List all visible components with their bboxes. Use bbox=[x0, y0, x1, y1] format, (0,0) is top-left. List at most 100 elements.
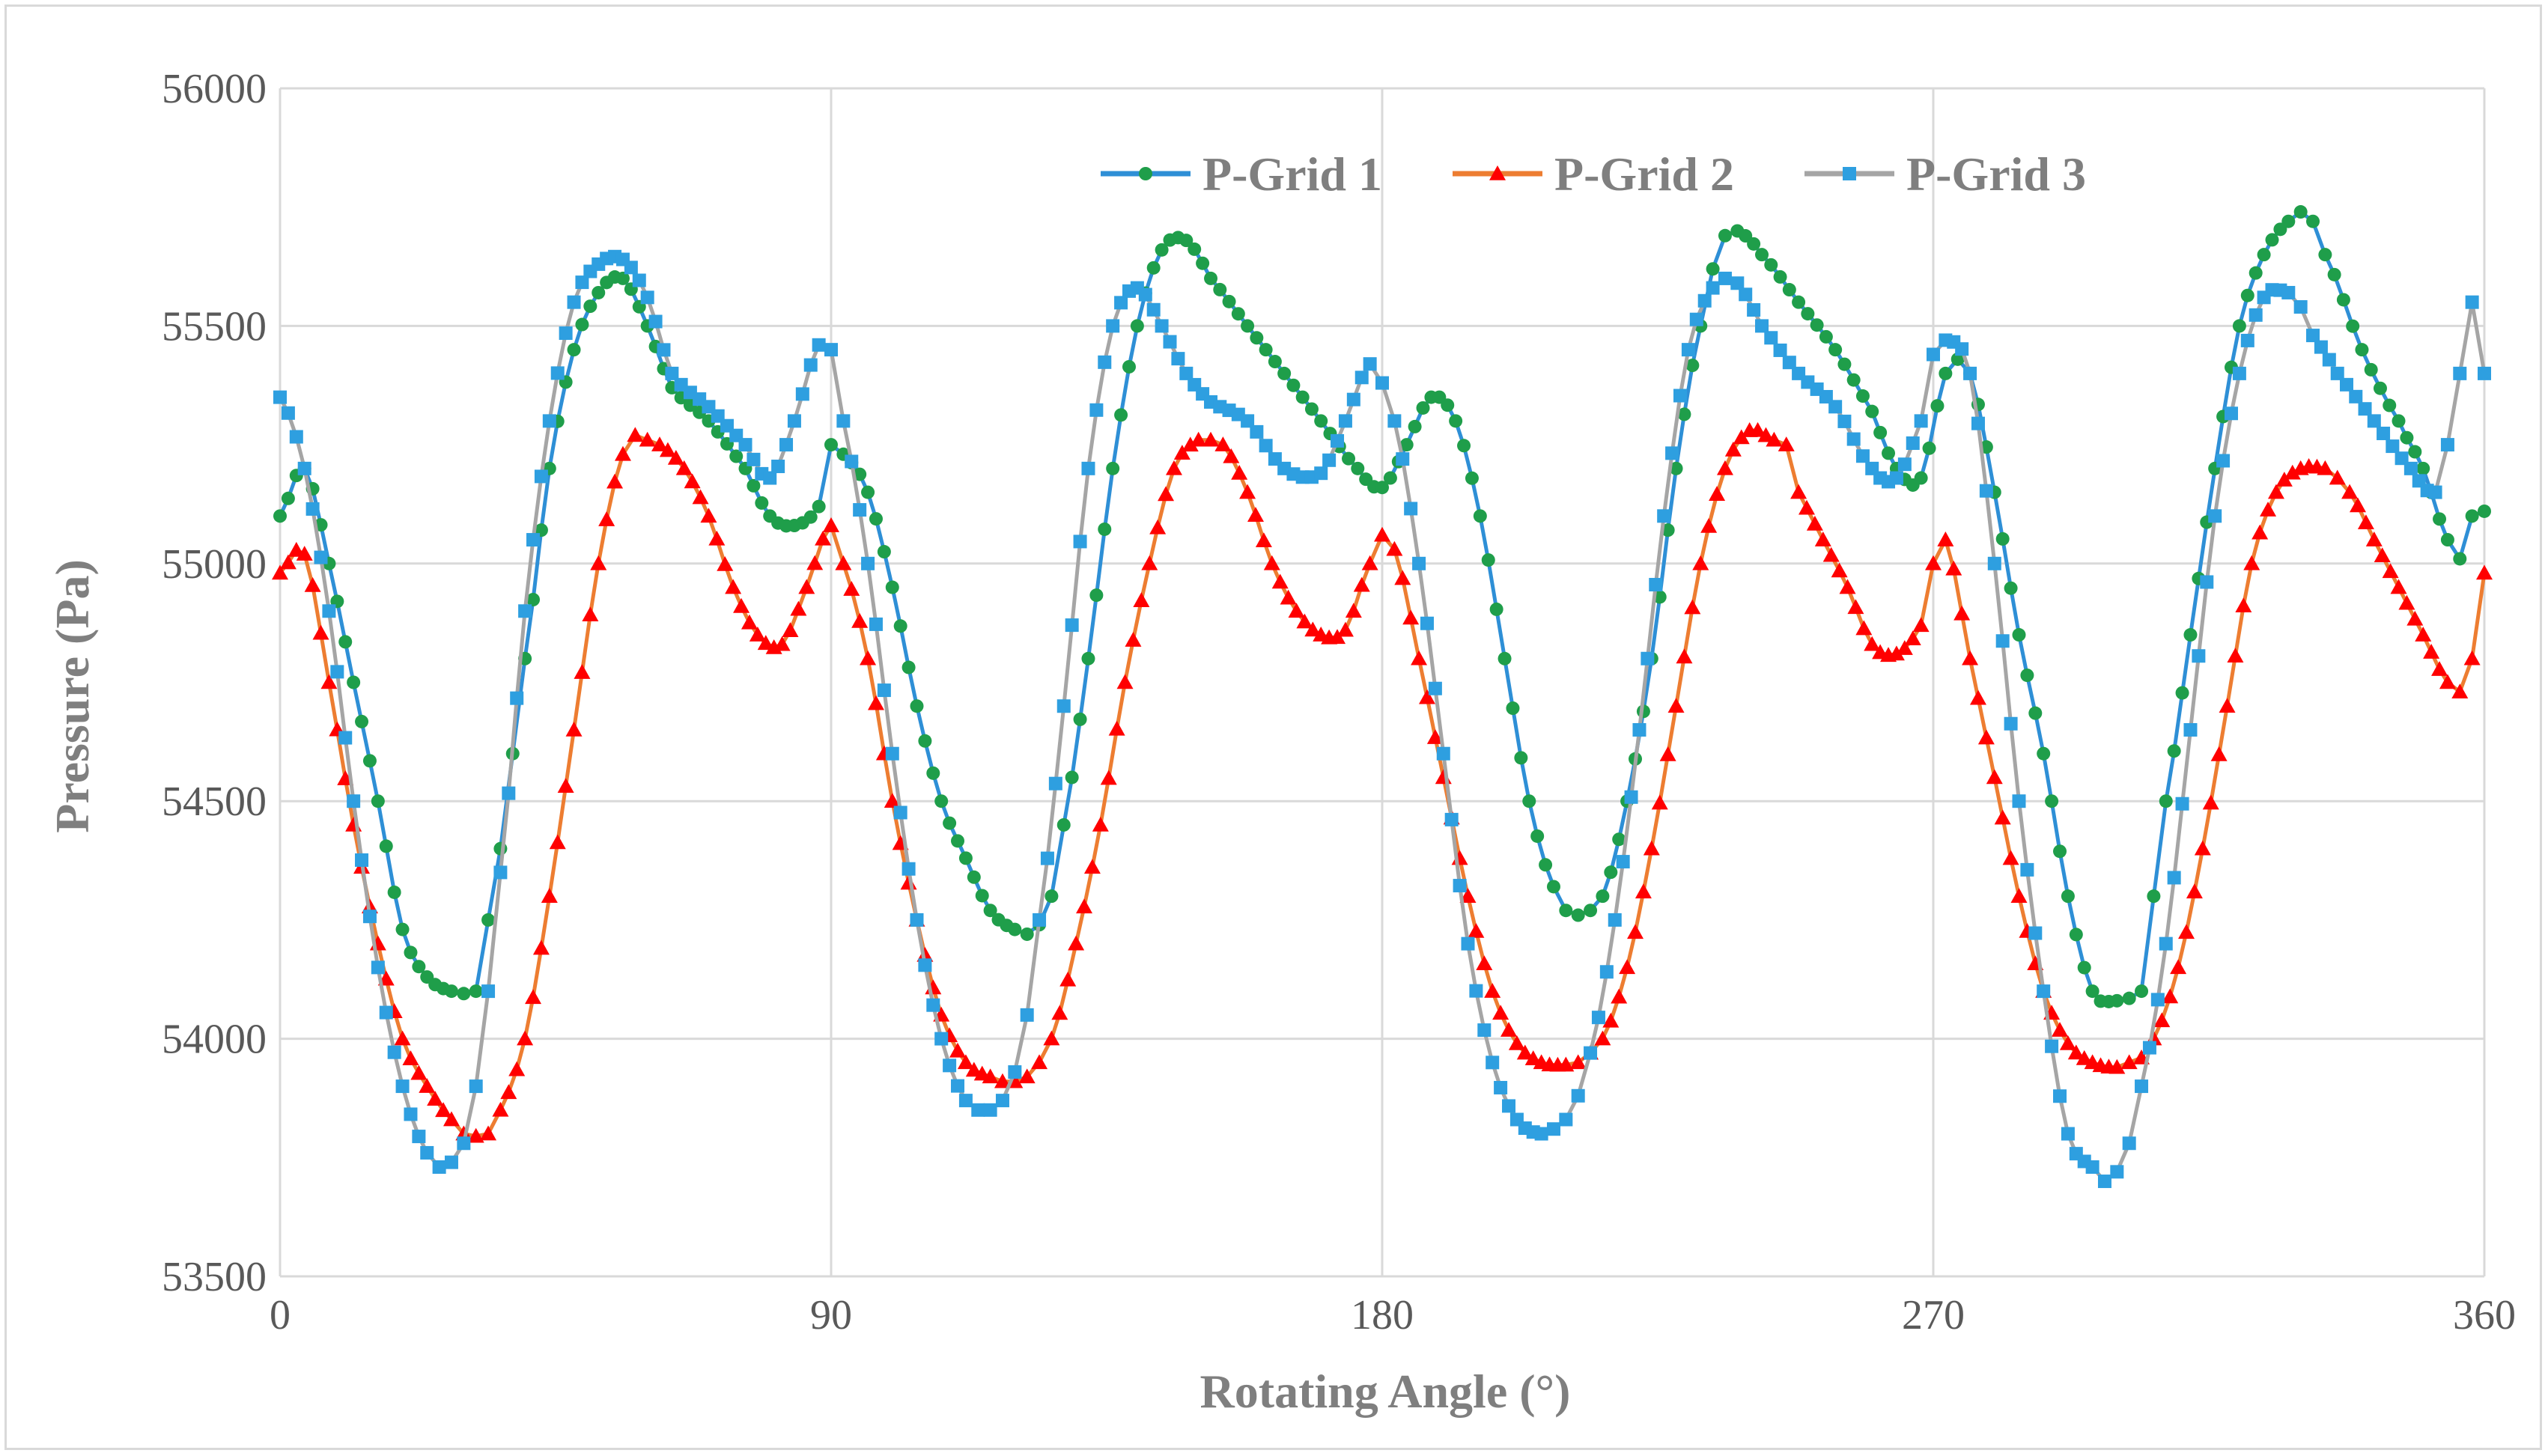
data-point bbox=[435, 1102, 452, 1118]
data-point bbox=[2028, 706, 2043, 720]
data-point bbox=[1855, 389, 1870, 403]
y-axis-title: Pressure (Pa) bbox=[46, 559, 99, 833]
data-point bbox=[869, 617, 883, 631]
data-point bbox=[2358, 402, 2372, 416]
data-point bbox=[2478, 504, 2491, 518]
data-point bbox=[1489, 602, 1503, 616]
data-point bbox=[2069, 927, 2083, 942]
data-point bbox=[614, 445, 631, 461]
data-point bbox=[803, 358, 818, 372]
data-point bbox=[1304, 402, 1319, 416]
data-point bbox=[2349, 497, 2366, 513]
data-point bbox=[2428, 485, 2442, 499]
data-point bbox=[1073, 712, 1087, 726]
data-point bbox=[1457, 439, 1471, 453]
data-point bbox=[1700, 517, 1718, 533]
data-point bbox=[1083, 859, 1101, 874]
data-point bbox=[2403, 461, 2418, 475]
data-point bbox=[1428, 681, 1442, 695]
data-point bbox=[1950, 352, 1965, 366]
data-point bbox=[632, 273, 646, 287]
data-point bbox=[741, 614, 758, 630]
data-point bbox=[432, 1160, 446, 1174]
data-point bbox=[1484, 983, 1501, 998]
data-point bbox=[1412, 556, 1426, 570]
data-point bbox=[1441, 398, 1455, 412]
data-point bbox=[1418, 689, 1435, 704]
data-point bbox=[885, 580, 899, 594]
data-point bbox=[918, 958, 932, 972]
data-point bbox=[1806, 515, 1823, 531]
data-point bbox=[1271, 573, 1289, 589]
data-point bbox=[2004, 581, 2018, 595]
data-point bbox=[526, 533, 541, 547]
data-point bbox=[1492, 1005, 1509, 1020]
data-point bbox=[567, 343, 581, 357]
data-point bbox=[281, 406, 295, 420]
data-point bbox=[2097, 1175, 2111, 1189]
data-point bbox=[2415, 627, 2432, 642]
legend-marker bbox=[1489, 165, 1506, 180]
data-point bbox=[574, 664, 591, 679]
data-point bbox=[1158, 486, 1175, 502]
data-point bbox=[1987, 556, 2001, 570]
data-point bbox=[1619, 959, 1636, 975]
data-point bbox=[1810, 318, 1824, 332]
data-point bbox=[729, 449, 744, 463]
data-point bbox=[1375, 481, 1389, 495]
data-point bbox=[824, 343, 838, 357]
data-point bbox=[1912, 617, 1930, 633]
data-point bbox=[1045, 889, 1059, 904]
data-point bbox=[1486, 1056, 1500, 1070]
data-point bbox=[1602, 1012, 1620, 1028]
data-point bbox=[1386, 540, 1403, 556]
data-point bbox=[273, 390, 287, 404]
y-tick-label: 55500 bbox=[162, 303, 267, 350]
data-point bbox=[1773, 269, 1787, 284]
data-point bbox=[404, 945, 418, 960]
data-point bbox=[1296, 613, 1313, 629]
legend-item-p-grid-1: P-Grid 1 bbox=[1101, 147, 1382, 201]
grid-lines bbox=[280, 87, 2486, 1276]
data-point bbox=[1295, 390, 1310, 404]
data-point bbox=[1149, 519, 1167, 534]
data-point bbox=[1888, 645, 1905, 661]
data-point bbox=[1616, 855, 1630, 869]
data-point bbox=[877, 545, 891, 559]
data-point bbox=[1971, 416, 1985, 430]
data-point bbox=[2020, 668, 2034, 683]
data-point bbox=[355, 853, 369, 867]
data-point bbox=[2346, 319, 2360, 333]
data-point bbox=[1697, 293, 1712, 308]
data-point bbox=[1173, 445, 1191, 460]
series-group bbox=[272, 205, 2493, 1189]
data-point bbox=[1056, 699, 1071, 713]
data-point bbox=[867, 695, 884, 710]
data-point bbox=[824, 438, 838, 452]
data-point bbox=[1304, 621, 1322, 637]
data-point bbox=[305, 502, 320, 516]
data-point bbox=[2122, 991, 2136, 1005]
data-point bbox=[2077, 960, 2091, 975]
data-point bbox=[2260, 502, 2277, 517]
data-point bbox=[1706, 281, 1720, 295]
data-point bbox=[2052, 1022, 2069, 1037]
data-point bbox=[1346, 392, 1360, 406]
legend: P-Grid 1 P-Grid 2 P-Grid 3 bbox=[1101, 147, 2086, 201]
data-point bbox=[2232, 366, 2246, 380]
data-point bbox=[2178, 924, 2195, 939]
data-point bbox=[2147, 889, 2161, 904]
data-point bbox=[1837, 357, 1852, 371]
data-point bbox=[1188, 242, 1202, 256]
data-point bbox=[2227, 648, 2244, 663]
data-point bbox=[443, 1111, 460, 1127]
data-point bbox=[2159, 936, 2173, 951]
data-point bbox=[2194, 840, 2211, 856]
data-point bbox=[457, 1136, 471, 1151]
data-point bbox=[557, 778, 574, 794]
data-point bbox=[823, 517, 839, 532]
data-point bbox=[667, 449, 684, 465]
data-point bbox=[2235, 597, 2252, 613]
data-point bbox=[639, 431, 656, 447]
data-point bbox=[2465, 295, 2479, 309]
